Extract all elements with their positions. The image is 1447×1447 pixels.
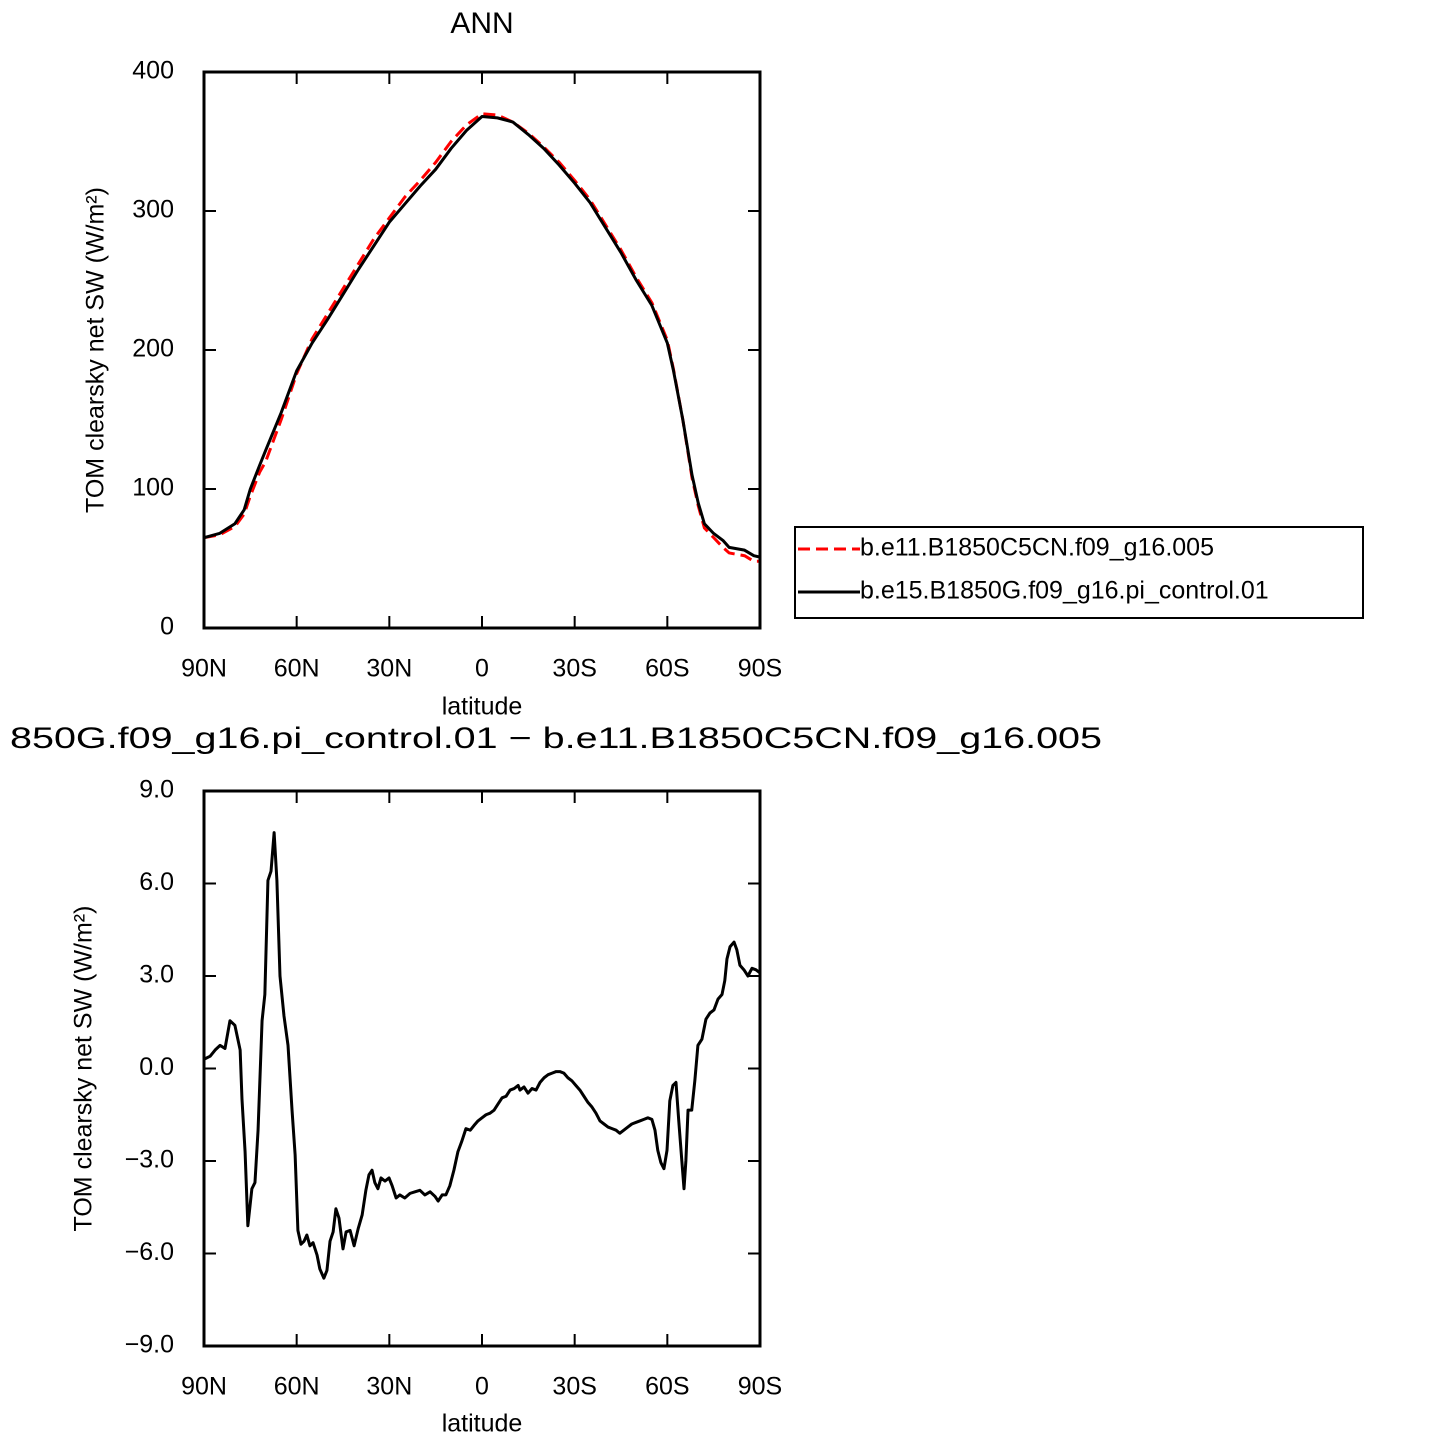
data-line [203, 114, 761, 559]
y-tick-label: 9.0 [139, 776, 174, 804]
plot-frame [202, 789, 762, 1348]
x-tick-label: 30S [552, 1373, 596, 1401]
y-tick-label: 400 [132, 57, 174, 85]
data-line [203, 112, 760, 563]
x-tick-label: 90S [738, 655, 782, 683]
x-tick-label: 90N [181, 655, 227, 683]
y-axis-label: TOM clearsky net SW (W/m²) [70, 906, 98, 1232]
x-tick-label: 30S [552, 655, 596, 683]
y-tick-label: 0 [160, 613, 174, 641]
x-tick-label: 60N [274, 655, 320, 683]
y-tick-label: 6.0 [139, 868, 174, 896]
x-tick-label: 60S [645, 1373, 689, 1401]
y-tick-label: −3.0 [125, 1146, 174, 1174]
legend-label: b.e11.B1850C5CN.f09_g16.005 [860, 534, 1214, 562]
plot-frame [202, 70, 762, 630]
y-tick-label: 0.0 [139, 1053, 174, 1081]
data-line [203, 831, 761, 1280]
x-axis-label: latitude [442, 1410, 523, 1438]
y-tick-label: −6.0 [125, 1238, 174, 1266]
y-tick-label: 200 [132, 335, 174, 363]
legend-box [794, 526, 1364, 619]
y-tick-label: 300 [132, 196, 174, 224]
y-tick-label: −9.0 [125, 1331, 174, 1359]
x-tick-label: 60S [645, 655, 689, 683]
y-tick-label: 3.0 [139, 961, 174, 989]
x-tick-label: 90N [181, 1373, 227, 1401]
x-tick-label: 90S [738, 1373, 782, 1401]
chart-title: ANN [450, 7, 513, 40]
chart-title: 850G.f09_g16.pi_control.01 − b.e11.B1850… [10, 722, 1102, 755]
y-tick-label: 100 [132, 474, 174, 502]
x-tick-label: 30N [366, 655, 412, 683]
y-axis-label: TOM clearsky net SW (W/m²) [82, 187, 110, 513]
x-tick-label: 60N [274, 1373, 320, 1401]
x-tick-label: 30N [366, 1373, 412, 1401]
x-axis-label: latitude [442, 693, 523, 721]
x-tick-label: 0 [475, 1373, 489, 1401]
legend-label: b.e15.B1850G.f09_g16.pi_control.01 [860, 577, 1269, 605]
x-tick-label: 0 [475, 655, 489, 683]
